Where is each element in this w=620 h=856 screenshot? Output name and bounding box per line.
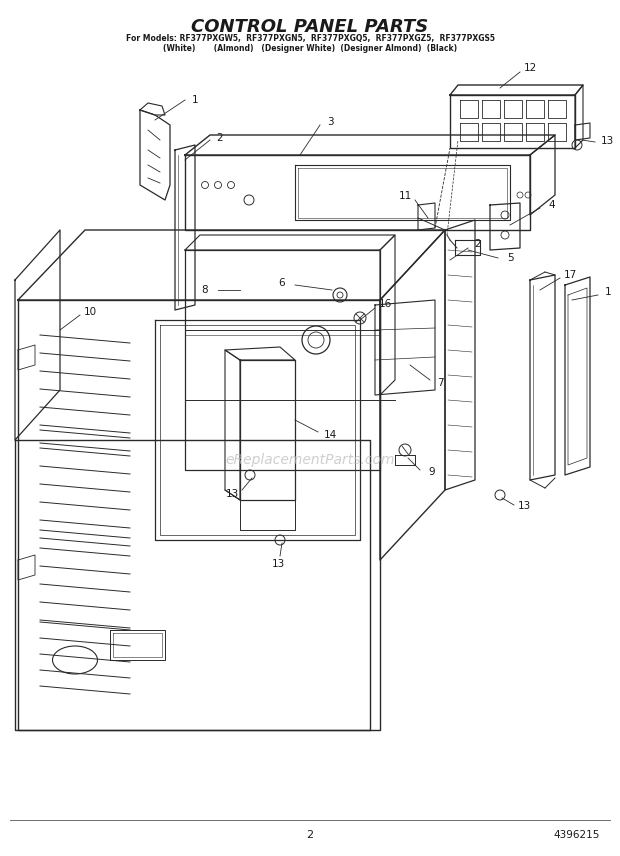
Text: (White)       (Almond)   (Designer White)  (Designer Almond)  (Black): (White) (Almond) (Designer White) (Desig… xyxy=(163,44,457,53)
Text: CONTROL PANEL PARTS: CONTROL PANEL PARTS xyxy=(192,18,428,36)
Text: 4: 4 xyxy=(549,200,556,210)
Text: For Models: RF377PXGW5,  RF377PXGN5,  RF377PXGQ5,  RF377PXGZ5,  RF377PXGS5: For Models: RF377PXGW5, RF377PXGN5, RF37… xyxy=(125,34,495,43)
Text: 13: 13 xyxy=(226,489,239,499)
Text: eReplacementParts.com: eReplacementParts.com xyxy=(225,453,395,467)
Text: 17: 17 xyxy=(564,270,577,280)
Text: 13: 13 xyxy=(272,559,285,569)
Text: 13: 13 xyxy=(600,136,614,146)
Text: 14: 14 xyxy=(324,430,337,440)
Text: 2: 2 xyxy=(306,830,314,840)
Text: 11: 11 xyxy=(399,191,412,201)
Text: 13: 13 xyxy=(517,501,531,511)
Text: 1: 1 xyxy=(604,287,611,297)
Text: 8: 8 xyxy=(202,285,208,295)
Text: 9: 9 xyxy=(428,467,435,477)
Text: 2: 2 xyxy=(475,239,481,249)
Text: 4396215: 4396215 xyxy=(554,830,600,840)
Text: 6: 6 xyxy=(278,278,285,288)
Text: 5: 5 xyxy=(507,253,513,263)
Text: 16: 16 xyxy=(378,299,392,309)
Text: 12: 12 xyxy=(523,63,537,73)
Text: 10: 10 xyxy=(84,307,97,317)
Text: 1: 1 xyxy=(192,95,198,105)
Text: 3: 3 xyxy=(327,117,334,127)
Text: 7: 7 xyxy=(436,378,443,388)
Text: 2: 2 xyxy=(216,133,223,143)
